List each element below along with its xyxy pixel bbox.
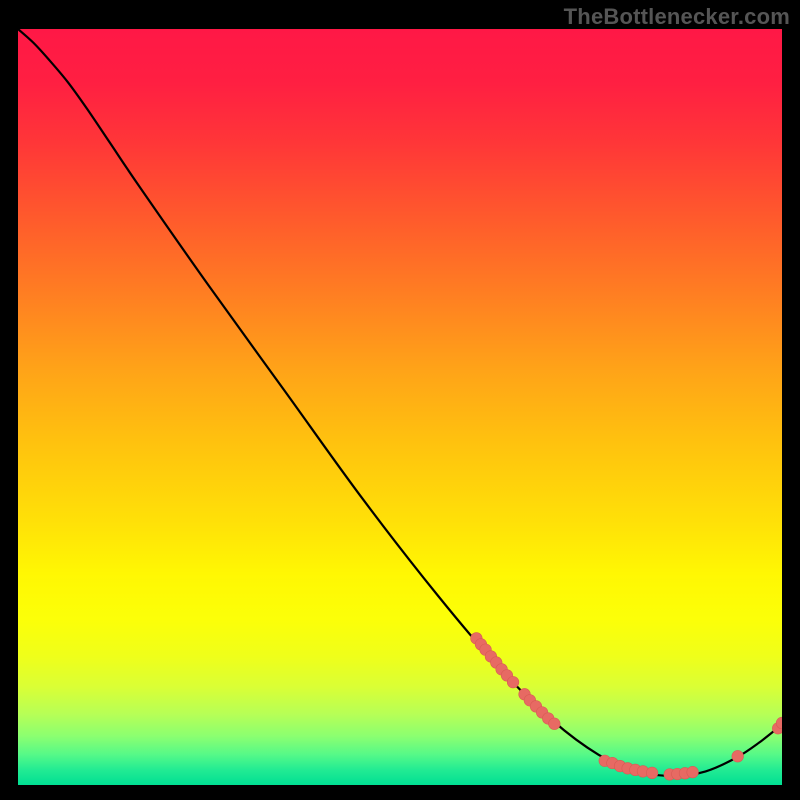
data-marker <box>687 766 699 778</box>
data-marker <box>507 676 519 688</box>
data-marker <box>646 767 658 779</box>
chart-container: TheBottlenecker.com <box>0 0 800 800</box>
attribution-label: TheBottlenecker.com <box>564 4 790 30</box>
data-marker <box>549 718 561 730</box>
bottleneck-curve-chart <box>0 0 800 800</box>
plot-background-gradient <box>18 29 782 785</box>
data-marker <box>732 750 744 762</box>
